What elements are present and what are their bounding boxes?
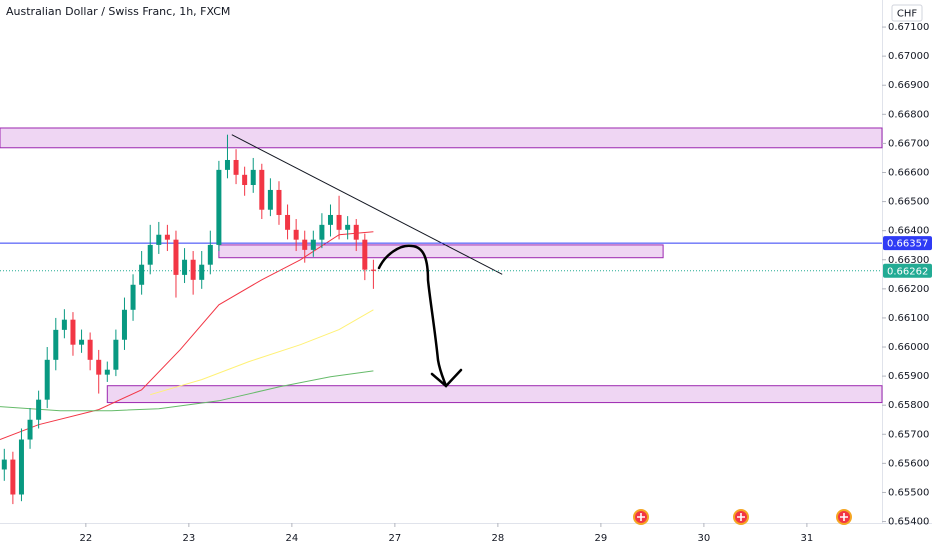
currency-label: CHF <box>897 9 918 20</box>
y-tick-label: 0.67100 <box>888 22 929 33</box>
candle-body <box>1 459 7 470</box>
candle-body <box>113 339 119 370</box>
moving-average <box>150 309 374 396</box>
event-icons <box>633 509 852 525</box>
candle-body <box>310 239 316 250</box>
event-icon-glyph <box>737 513 745 521</box>
x-tick-label: 24 <box>285 533 298 544</box>
candle-body <box>242 174 248 185</box>
candle-body <box>267 189 273 210</box>
y-tick-label: 0.67000 <box>888 51 929 62</box>
currency-box[interactable] <box>891 4 923 22</box>
candle-body <box>216 169 222 245</box>
x-tick-label: 28 <box>492 533 505 544</box>
candle-body <box>207 244 213 265</box>
y-tick-label: 0.66600 <box>888 167 929 178</box>
candle-body <box>61 319 67 330</box>
y-tick-label: 0.65500 <box>888 487 929 498</box>
plot-area <box>0 127 883 505</box>
x-tick-label: 31 <box>801 533 814 544</box>
y-tick-label: 0.66200 <box>888 284 929 295</box>
y-tick-label: 0.66700 <box>888 138 929 149</box>
zone <box>218 244 664 259</box>
candle-body <box>147 244 153 265</box>
y-tick-label: 0.66500 <box>888 197 929 208</box>
event-icon-glyph <box>637 513 645 521</box>
y-tick-label: 0.66800 <box>888 109 929 120</box>
candle-body <box>156 234 162 245</box>
y-tick-label: 0.65700 <box>888 429 929 440</box>
candle-body <box>233 159 239 175</box>
candle-body <box>10 459 16 495</box>
candle-body <box>173 239 179 275</box>
candle-body <box>250 169 256 185</box>
candle-body <box>164 234 170 240</box>
price-label-box <box>883 236 932 251</box>
candle-body <box>285 214 291 230</box>
zone <box>106 385 883 404</box>
x-tick-label: 30 <box>698 533 711 544</box>
price-label: 0.66357 <box>887 239 928 250</box>
y-tick-label: 0.66100 <box>888 313 929 324</box>
x-tick-label: 29 <box>595 533 608 544</box>
candle-body <box>199 264 205 280</box>
price-label-box <box>883 263 932 278</box>
candle-body <box>36 399 42 420</box>
candle-body <box>327 214 333 225</box>
candle-body <box>370 269 376 271</box>
candle-body <box>182 259 188 275</box>
candle-body <box>293 229 299 240</box>
y-tick-label: 0.66900 <box>888 80 929 91</box>
candle-body <box>53 329 59 360</box>
candle-body <box>87 339 93 360</box>
moving-average <box>0 370 374 412</box>
candle-body <box>104 369 110 375</box>
y-tick-label: 0.66000 <box>888 342 929 353</box>
candle-body <box>70 319 76 345</box>
candle-body <box>190 259 196 280</box>
y-tick-label: 0.65900 <box>888 371 929 382</box>
candle-body <box>345 224 351 230</box>
x-tick-label: 23 <box>182 533 195 544</box>
candle-body <box>353 224 359 240</box>
zone <box>0 127 883 149</box>
candle-body <box>139 264 145 285</box>
y-tick-label: 0.66300 <box>888 255 929 266</box>
candle-body <box>276 189 282 215</box>
candle-body <box>336 214 342 230</box>
candle-body <box>18 439 24 495</box>
candle-body <box>130 284 136 310</box>
candle-body <box>79 339 85 345</box>
price-label: 0.66262 <box>887 266 928 277</box>
candle-body <box>27 419 33 440</box>
moving-average <box>0 231 374 440</box>
candle-body <box>302 239 308 250</box>
candle-body <box>44 359 50 400</box>
y-tick-label: 0.66400 <box>888 226 929 237</box>
x-tick-label: 22 <box>79 533 92 544</box>
candle-body <box>224 159 230 170</box>
candle-body <box>121 309 127 340</box>
y-tick-label: 0.65600 <box>888 458 929 469</box>
candle-body <box>319 224 325 240</box>
y-tick-label: 0.65400 <box>888 517 929 528</box>
candle-body <box>96 359 102 375</box>
x-tick-label: 27 <box>388 533 401 544</box>
y-tick-label: 0.65800 <box>888 400 929 411</box>
event-icon-glyph <box>840 513 848 521</box>
trendline <box>231 134 503 275</box>
chart-title: Australian Dollar / Swiss Franc, 1h, FXC… <box>6 5 230 18</box>
candle-body <box>259 169 265 210</box>
candle-body <box>362 239 368 270</box>
drawn-arrow <box>377 244 463 388</box>
